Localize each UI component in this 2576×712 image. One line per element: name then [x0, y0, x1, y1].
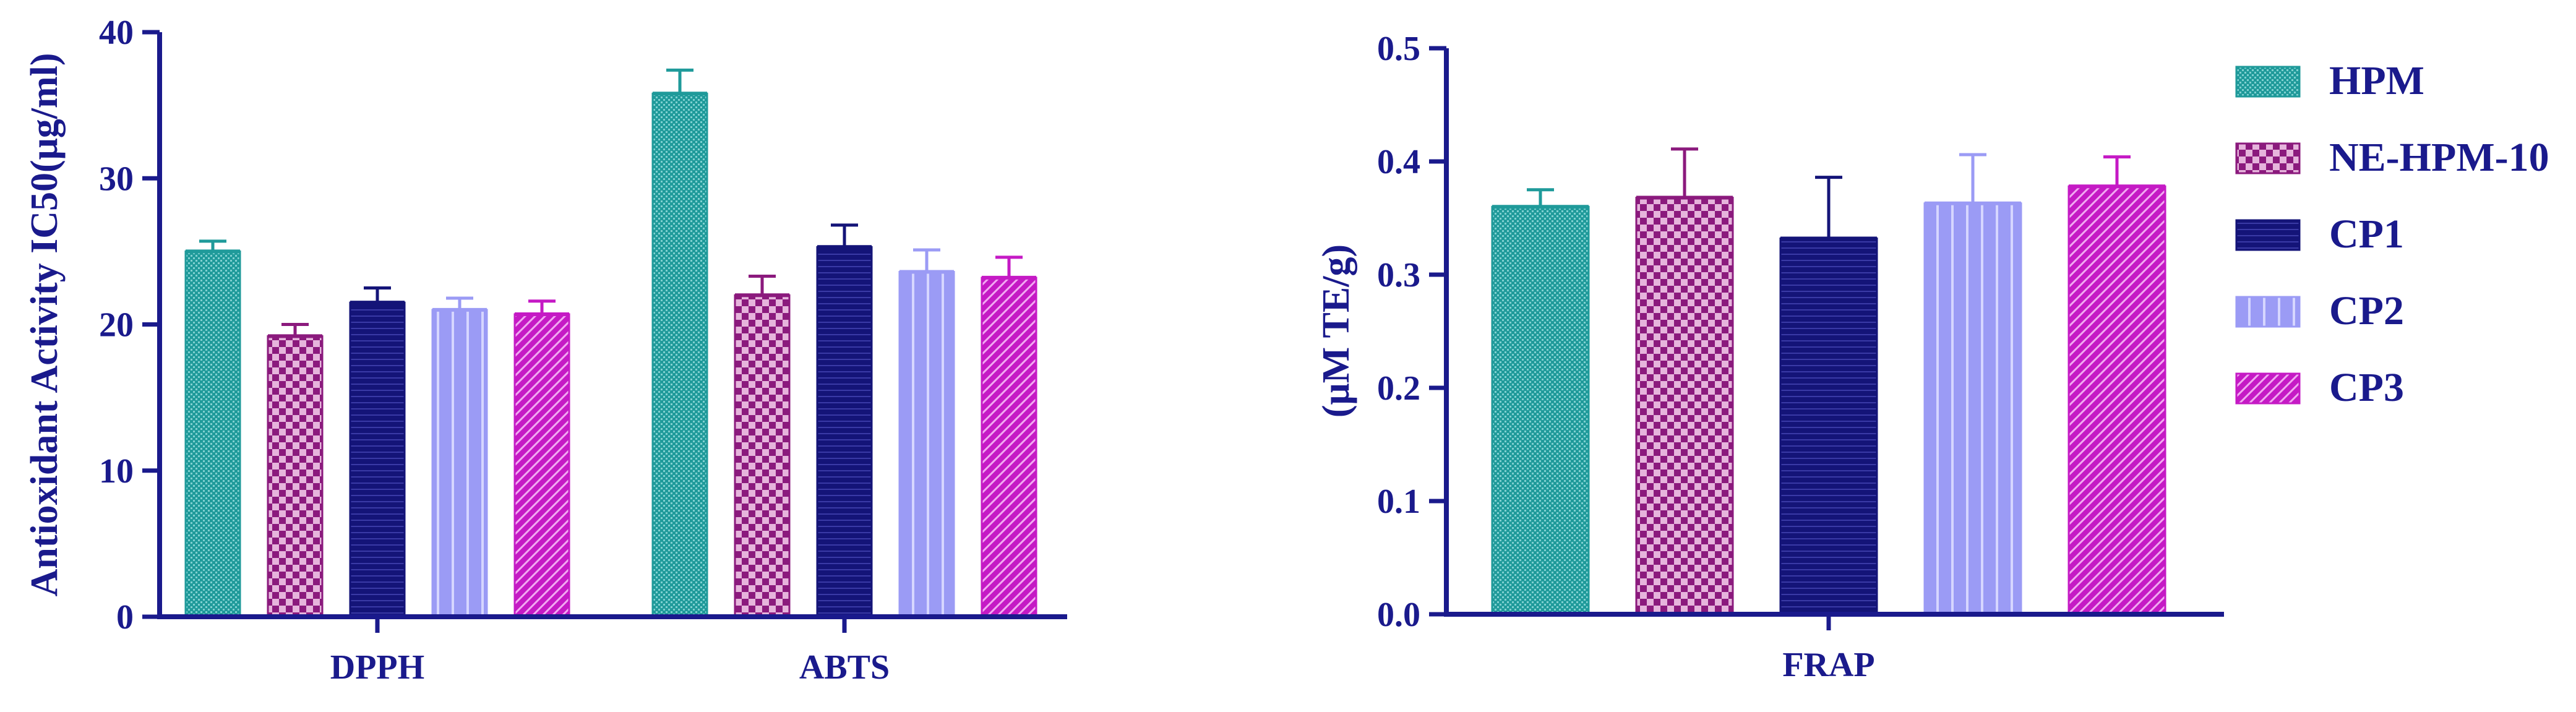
- bar-abts-hpm: [651, 92, 708, 618]
- bars-ic50: [184, 92, 1037, 618]
- bar-dpph-cp1: [349, 301, 406, 618]
- y-tick-label: 0.1: [1377, 483, 1420, 521]
- errorbars-frap: [1527, 147, 2131, 239]
- x-ticks-frap: FRAP: [1782, 614, 1875, 684]
- y-tick-label: 30: [99, 160, 134, 198]
- legend-item-cp2: CP2: [2235, 288, 2404, 333]
- legend-item-hpm: HPM: [2235, 58, 2424, 103]
- bar-frap-hpm: [1491, 205, 1590, 615]
- y-tick-label: 10: [99, 452, 134, 491]
- y-tick-label: 0.4: [1377, 143, 1420, 181]
- bar-frap-cp1: [1779, 237, 1878, 615]
- legend-swatch-cp1: [2235, 219, 2301, 251]
- legend-swatch-cp2: [2235, 296, 2301, 328]
- chart-ic50: 0 10 20 30 40 DPPH ABTS Antioxidant Activity …: [24, 14, 1067, 687]
- legend-label-cp3: CP3: [2329, 365, 2404, 410]
- bar-abts-ne-hpm-10: [734, 294, 791, 618]
- legend-label-cp2: CP2: [2329, 288, 2404, 333]
- bars-frap: [1491, 184, 2166, 615]
- bar-abts-cp1: [816, 246, 873, 618]
- legend-item-ne-hpm-10: NE-HPM-10: [2235, 135, 2549, 180]
- y-tick-label: 20: [99, 306, 134, 345]
- x-tick-label-frap: FRAP: [1782, 646, 1874, 684]
- x-ticks-ic50: DPPH ABTS: [330, 617, 890, 687]
- y-ticks-ic50: 0 10 20 30 40: [99, 14, 160, 637]
- legend-item-cp3: CP3: [2235, 365, 2404, 410]
- errorbars-ic50: [199, 68, 1023, 337]
- bar-abts-cp3: [981, 277, 1037, 618]
- bar-dpph-cp2: [431, 309, 488, 618]
- legend-label-hpm: HPM: [2329, 58, 2424, 103]
- y-axis-title-frap: (μM TE/g): [1315, 244, 1357, 418]
- legend-swatch-ne-hpm-10: [2235, 142, 2301, 174]
- y-ticks-frap: 0.0 0.1 0.2 0.3 0.4 0.5: [1377, 30, 1446, 634]
- legend-label-ne-hpm-10: NE-HPM-10: [2329, 135, 2549, 180]
- y-tick-label: 40: [99, 14, 134, 52]
- bar-dpph-cp3: [513, 313, 570, 618]
- y-tick-label: 0.3: [1377, 256, 1420, 294]
- y-axis-title-ic50: Antioxidant Activity IC50(μg/ml): [24, 53, 66, 596]
- legend: HPM NE-HPM-10 CP1 CP2 CP3: [2235, 58, 2549, 410]
- x-tick-label-abts: ABTS: [799, 648, 890, 687]
- bar-abts-cp2: [898, 270, 955, 618]
- bar-dpph-ne-hpm-10: [267, 335, 324, 618]
- chart-frap: 0.0 0.1 0.2 0.3 0.4 0.5 FRAP (μM TE/g): [1315, 30, 2224, 684]
- x-tick-label-dpph: DPPH: [330, 648, 424, 687]
- y-tick-label: 0.0: [1377, 596, 1420, 634]
- y-tick-label: 0.2: [1377, 369, 1420, 408]
- y-tick-label: 0.5: [1377, 30, 1420, 68]
- legend-item-cp1: CP1: [2235, 212, 2404, 257]
- bar-dpph-hpm: [184, 250, 241, 618]
- legend-label-cp1: CP1: [2329, 212, 2404, 257]
- legend-swatch-cp3: [2235, 372, 2301, 405]
- y-tick-label: 0: [116, 598, 134, 637]
- bar-frap-cp2: [1923, 202, 2022, 615]
- bar-frap-ne-hpm-10: [1635, 197, 1734, 615]
- bar-frap-cp3: [2067, 185, 2166, 615]
- legend-swatch-hpm: [2235, 66, 2301, 98]
